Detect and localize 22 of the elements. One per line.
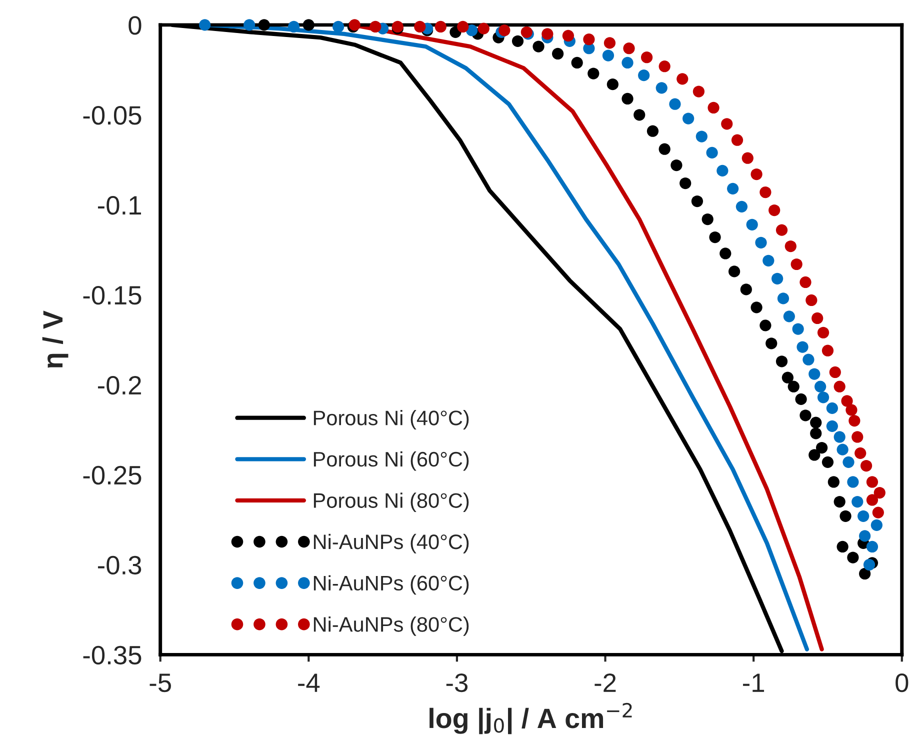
x-tick-label: -2	[594, 673, 616, 692]
x-axis-title: log |j$_{0}$| / A cm$^{−2}$	[430, 702, 632, 734]
y-tick-label: -0.25	[83, 466, 142, 485]
y-tick-label: -0.15	[83, 286, 142, 305]
y-tick-label: -0.35	[83, 646, 142, 665]
legend-label: Ni-AuNPs (60°C)	[314, 575, 469, 595]
x-tick-label: -1	[743, 674, 764, 692]
y-tick-label: -0.05	[83, 106, 142, 125]
y-tick-label: 0	[128, 16, 142, 35]
legend-label: Ni-AuNPs (80°C)	[314, 616, 469, 636]
x-tick-label: -4	[298, 674, 320, 692]
legend-label: Porous Ni (80°C)	[314, 492, 469, 512]
y-tick-label: -0.3	[98, 556, 142, 575]
legend-label: Ni-AuNPs (40°C)	[314, 534, 469, 554]
y-tick-label: -0.1	[98, 196, 141, 215]
legend-label: Porous Ni (60°C)	[314, 451, 469, 471]
x-tick-label: -3	[446, 673, 468, 692]
y-tick-label: -0.2	[98, 376, 141, 395]
legend-label: Porous Ni (40°C)	[314, 410, 469, 430]
x-tick-label: 0	[896, 673, 908, 692]
y-axis-title: η / V	[42, 310, 68, 368]
x-tick-label: -5	[150, 674, 171, 692]
